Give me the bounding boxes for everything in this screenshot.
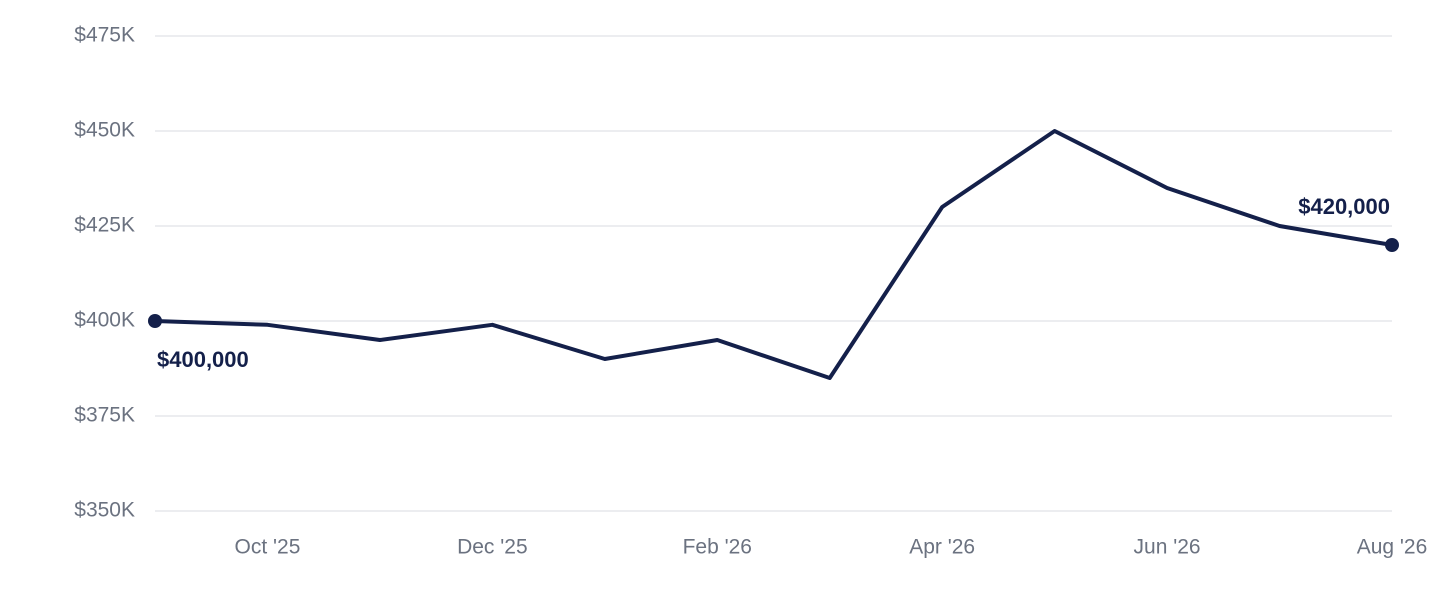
y-tick-label: $425K	[74, 214, 135, 237]
y-tick-label: $350K	[74, 499, 135, 522]
line	[154, 129, 1393, 380]
x-tick-label: Apr '26	[909, 536, 975, 559]
x-tick-label: Feb '26	[683, 536, 752, 559]
x-tick-label: Jun '26	[1134, 536, 1201, 559]
data-label: $420,000	[1298, 194, 1390, 219]
x-tick-label: Oct '25	[235, 536, 301, 559]
point	[148, 314, 162, 328]
y-tick-label: $400K	[74, 309, 135, 332]
x-tick-label: Dec '25	[457, 536, 528, 559]
point	[1385, 238, 1399, 252]
y-tick-label: $450K	[74, 119, 135, 142]
x-tick-label: Aug '26	[1357, 536, 1428, 559]
data-label: $400,000	[157, 347, 249, 372]
y-tick-label: $475K	[74, 24, 135, 47]
y-tick-label: $375K	[74, 404, 135, 427]
